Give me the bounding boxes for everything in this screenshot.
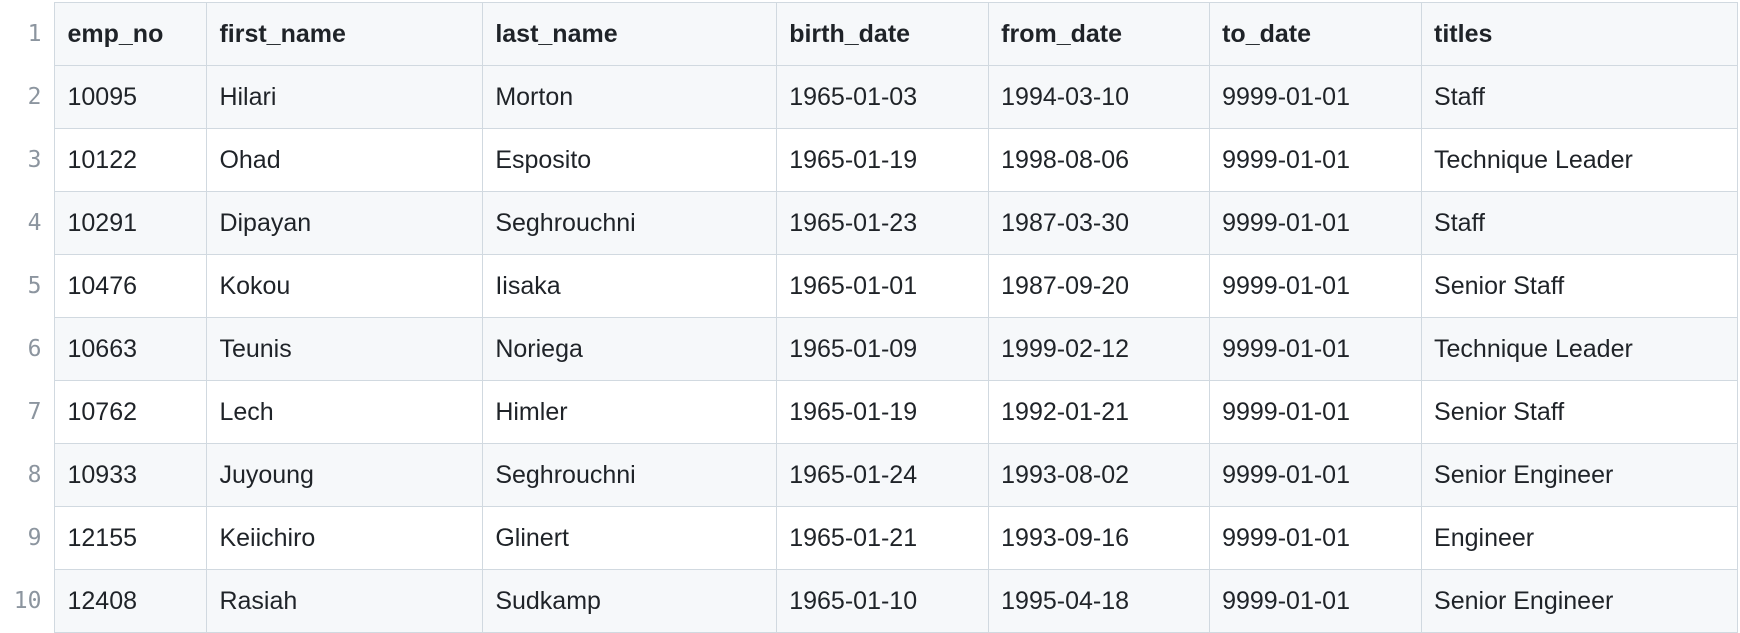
line-number[interactable]: 10 <box>0 569 55 633</box>
header-row: 1 emp_no first_name last_name birth_date… <box>0 2 1738 66</box>
cell-emp-no: 12408 <box>54 569 208 633</box>
column-header-first-name: first_name <box>206 2 484 66</box>
table-row: 3 10122 Ohad Esposito 1965-01-19 1998-08… <box>0 128 1738 192</box>
cell-birth-date: 1965-01-24 <box>776 443 990 507</box>
cell-first-name: Lech <box>206 380 484 444</box>
cell-last-name: Noriega <box>482 317 778 381</box>
cell-to-date: 9999-01-01 <box>1209 254 1423 318</box>
table-row: 10 12408 Rasiah Sudkamp 1965-01-10 1995-… <box>0 569 1738 633</box>
cell-emp-no: 10933 <box>54 443 208 507</box>
cell-last-name: Iisaka <box>482 254 778 318</box>
table-row: 5 10476 Kokou Iisaka 1965-01-01 1987-09-… <box>0 254 1738 318</box>
cell-from-date: 1993-08-02 <box>988 443 1211 507</box>
column-header-birth-date: birth_date <box>776 2 990 66</box>
cell-birth-date: 1965-01-09 <box>776 317 990 381</box>
cell-last-name: Esposito <box>482 128 778 192</box>
column-header-to-date: to_date <box>1209 2 1423 66</box>
column-header-from-date: from_date <box>988 2 1211 66</box>
line-number[interactable]: 7 <box>0 380 55 444</box>
cell-emp-no: 12155 <box>54 506 208 570</box>
cell-titles: Senior Staff <box>1421 254 1738 318</box>
cell-titles: Technique Leader <box>1421 128 1738 192</box>
line-number[interactable]: 8 <box>0 443 55 507</box>
line-number[interactable]: 1 <box>0 2 55 66</box>
cell-to-date: 9999-01-01 <box>1209 506 1423 570</box>
cell-emp-no: 10476 <box>54 254 208 318</box>
cell-emp-no: 10663 <box>54 317 208 381</box>
cell-titles: Staff <box>1421 191 1738 255</box>
table-row: 4 10291 Dipayan Seghrouchni 1965-01-23 1… <box>0 191 1738 255</box>
cell-first-name: Dipayan <box>206 191 484 255</box>
cell-to-date: 9999-01-01 <box>1209 317 1423 381</box>
cell-titles: Senior Staff <box>1421 380 1738 444</box>
cell-emp-no: 10095 <box>54 65 208 129</box>
cell-titles: Engineer <box>1421 506 1738 570</box>
cell-to-date: 9999-01-01 <box>1209 191 1423 255</box>
cell-from-date: 1999-02-12 <box>988 317 1211 381</box>
cell-emp-no: 10762 <box>54 380 208 444</box>
cell-titles: Staff <box>1421 65 1738 129</box>
cell-first-name: Teunis <box>206 317 484 381</box>
line-number[interactable]: 5 <box>0 254 55 318</box>
cell-last-name: Seghrouchni <box>482 191 778 255</box>
cell-to-date: 9999-01-01 <box>1209 380 1423 444</box>
cell-from-date: 1992-01-21 <box>988 380 1211 444</box>
line-number[interactable]: 3 <box>0 128 55 192</box>
column-header-titles: titles <box>1421 2 1738 66</box>
cell-titles: Senior Engineer <box>1421 569 1738 633</box>
cell-from-date: 1995-04-18 <box>988 569 1211 633</box>
line-number[interactable]: 6 <box>0 317 55 381</box>
cell-last-name: Glinert <box>482 506 778 570</box>
cell-birth-date: 1965-01-21 <box>776 506 990 570</box>
cell-birth-date: 1965-01-03 <box>776 65 990 129</box>
cell-titles: Senior Engineer <box>1421 443 1738 507</box>
cell-first-name: Kokou <box>206 254 484 318</box>
cell-birth-date: 1965-01-10 <box>776 569 990 633</box>
table-row: 6 10663 Teunis Noriega 1965-01-09 1999-0… <box>0 317 1738 381</box>
column-header-emp-no: emp_no <box>54 2 208 66</box>
cell-first-name: Keiichiro <box>206 506 484 570</box>
cell-from-date: 1998-08-06 <box>988 128 1211 192</box>
cell-first-name: Ohad <box>206 128 484 192</box>
cell-first-name: Rasiah <box>206 569 484 633</box>
line-number[interactable]: 2 <box>0 65 55 129</box>
cell-last-name: Morton <box>482 65 778 129</box>
cell-to-date: 9999-01-01 <box>1209 128 1423 192</box>
cell-emp-no: 10291 <box>54 191 208 255</box>
table-row: 7 10762 Lech Himler 1965-01-19 1992-01-2… <box>0 380 1738 444</box>
cell-from-date: 1994-03-10 <box>988 65 1211 129</box>
cell-to-date: 9999-01-01 <box>1209 65 1423 129</box>
table-row: 2 10095 Hilari Morton 1965-01-03 1994-03… <box>0 65 1738 129</box>
cell-birth-date: 1965-01-01 <box>776 254 990 318</box>
cell-last-name: Sudkamp <box>482 569 778 633</box>
cell-from-date: 1993-09-16 <box>988 506 1211 570</box>
cell-to-date: 9999-01-01 <box>1209 569 1423 633</box>
cell-last-name: Himler <box>482 380 778 444</box>
cell-first-name: Juyoung <box>206 443 484 507</box>
table-row: 8 10933 Juyoung Seghrouchni 1965-01-24 1… <box>0 443 1738 507</box>
cell-birth-date: 1965-01-19 <box>776 128 990 192</box>
cell-last-name: Seghrouchni <box>482 443 778 507</box>
table-row: 9 12155 Keiichiro Glinert 1965-01-21 199… <box>0 506 1738 570</box>
cell-titles: Technique Leader <box>1421 317 1738 381</box>
column-header-last-name: last_name <box>482 2 778 66</box>
cell-to-date: 9999-01-01 <box>1209 443 1423 507</box>
cell-birth-date: 1965-01-23 <box>776 191 990 255</box>
line-number[interactable]: 9 <box>0 506 55 570</box>
line-number[interactable]: 4 <box>0 191 55 255</box>
cell-from-date: 1987-09-20 <box>988 254 1211 318</box>
cell-from-date: 1987-03-30 <box>988 191 1211 255</box>
cell-first-name: Hilari <box>206 65 484 129</box>
cell-birth-date: 1965-01-19 <box>776 380 990 444</box>
cell-emp-no: 10122 <box>54 128 208 192</box>
